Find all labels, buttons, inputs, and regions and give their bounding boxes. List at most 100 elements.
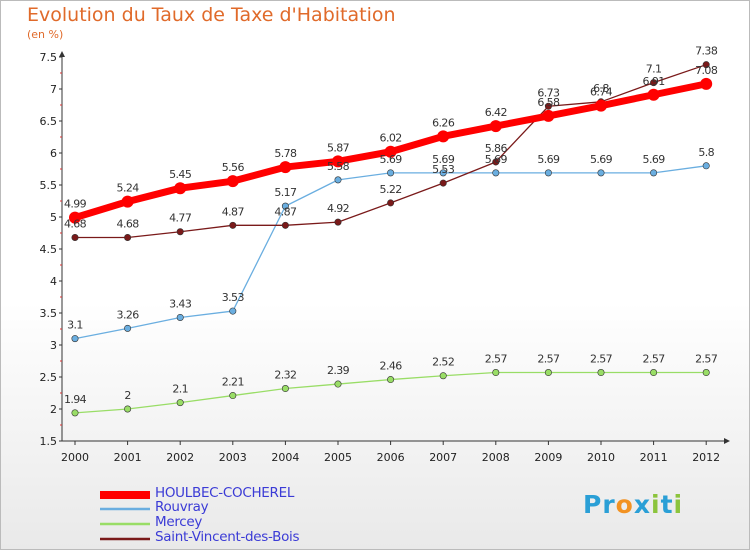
data-point (71, 409, 79, 417)
data-point (650, 79, 658, 87)
chart-subtitle: (en %) (27, 28, 64, 41)
data-label: 5.69 (485, 153, 508, 166)
data-point (174, 182, 187, 195)
y-tick-label: 4.5 (40, 243, 58, 256)
data-point (176, 399, 184, 407)
data-point (439, 169, 447, 177)
x-tick-label: 2004 (271, 451, 299, 464)
data-label: 4.92 (327, 202, 349, 215)
legend-label: Rouvray (155, 499, 209, 515)
data-label: 5.78 (274, 147, 297, 160)
y-tick-label: 6 (50, 147, 57, 160)
data-label: 2.57 (537, 353, 560, 366)
data-point (387, 199, 395, 207)
data-label: 5.22 (380, 183, 402, 196)
data-label: 5.24 (117, 182, 140, 195)
data-label: 3.26 (117, 308, 140, 321)
data-point (597, 169, 605, 177)
data-point (124, 405, 132, 413)
data-point (544, 102, 552, 110)
data-point (176, 313, 184, 321)
x-tick-label: 2006 (377, 451, 405, 464)
data-point (281, 202, 289, 210)
data-label: 5.69 (643, 153, 666, 166)
x-tick-label: 2002 (166, 451, 194, 464)
data-point (542, 109, 555, 122)
data-label: 2.57 (485, 353, 508, 366)
data-label: 4.68 (64, 217, 87, 230)
x-tick-label: 2009 (534, 451, 562, 464)
data-label: 6.91 (643, 75, 665, 88)
logo-letter: i (673, 490, 684, 519)
data-point (334, 380, 342, 388)
data-point (229, 392, 237, 400)
data-point (647, 88, 660, 101)
data-point (229, 307, 237, 315)
data-label: 5.56 (222, 161, 245, 174)
data-point (281, 385, 289, 393)
data-label: 5.87 (327, 141, 350, 154)
x-axis-arrow (724, 438, 730, 444)
y-tick-label: 5 (50, 211, 57, 224)
y-tick-label: 1.5 (40, 435, 58, 448)
data-point (387, 376, 395, 384)
data-point (492, 169, 500, 177)
data-point (439, 179, 447, 187)
x-tick-label: 2012 (692, 451, 720, 464)
data-point (69, 211, 81, 224)
data-label: 7.1 (646, 63, 662, 76)
data-point (702, 61, 710, 69)
data-label: 6.8 (593, 82, 609, 95)
data-point (121, 195, 134, 208)
logo-letter: t (660, 490, 674, 519)
data-point (279, 161, 292, 174)
x-tick-label: 2008 (482, 451, 510, 464)
x-tick-label: 2001 (114, 451, 142, 464)
data-point (384, 145, 397, 158)
data-label: 5.69 (590, 153, 613, 166)
legend-label: Saint-Vincent-des-Bois (155, 529, 300, 545)
data-label: 6.58 (537, 96, 560, 109)
data-label: 6.74 (590, 86, 613, 99)
data-label: 5.8 (698, 146, 714, 159)
data-point (71, 233, 79, 241)
data-label: 2.32 (274, 369, 296, 382)
data-point (229, 221, 237, 229)
x-tick-label: 2003 (219, 451, 247, 464)
data-label: 5.17 (274, 186, 297, 199)
data-point (702, 162, 710, 170)
data-point (387, 169, 395, 177)
data-point (71, 335, 79, 343)
data-label: 4.77 (169, 212, 192, 225)
data-label: 3.1 (67, 319, 83, 332)
data-label: 5.45 (169, 168, 192, 181)
data-label: 4.99 (64, 198, 87, 211)
data-point (702, 369, 710, 377)
data-point (489, 120, 502, 133)
y-tick-label: 5.5 (40, 179, 58, 192)
data-label: 3.53 (222, 291, 245, 304)
data-point (437, 130, 450, 143)
data-point (492, 369, 500, 377)
x-tick-label: 2000 (61, 451, 89, 464)
data-label: 2.39 (327, 364, 350, 377)
data-point (439, 372, 447, 380)
x-tick-label: 2010 (587, 451, 615, 464)
y-tick-label: 6.5 (40, 115, 58, 128)
y-tick-label: 4 (50, 275, 57, 288)
data-label: 2.1 (172, 383, 188, 396)
legend-label: Mercey (155, 514, 203, 530)
data-point (334, 176, 342, 184)
y-tick-label: 2.5 (40, 371, 58, 384)
logo-letter: P (583, 490, 603, 519)
data-point (700, 77, 713, 90)
data-label: 3.43 (169, 297, 192, 310)
chart-title: Evolution du Taux de Taxe d'Habitation (27, 4, 396, 26)
data-label: 4.87 (274, 205, 297, 218)
x-tick-label: 2011 (640, 451, 668, 464)
data-label: 2.52 (432, 356, 454, 369)
data-point (544, 369, 552, 377)
data-point (332, 155, 344, 168)
y-tick-label: 2 (50, 403, 57, 416)
logo-letter: i (651, 490, 661, 519)
